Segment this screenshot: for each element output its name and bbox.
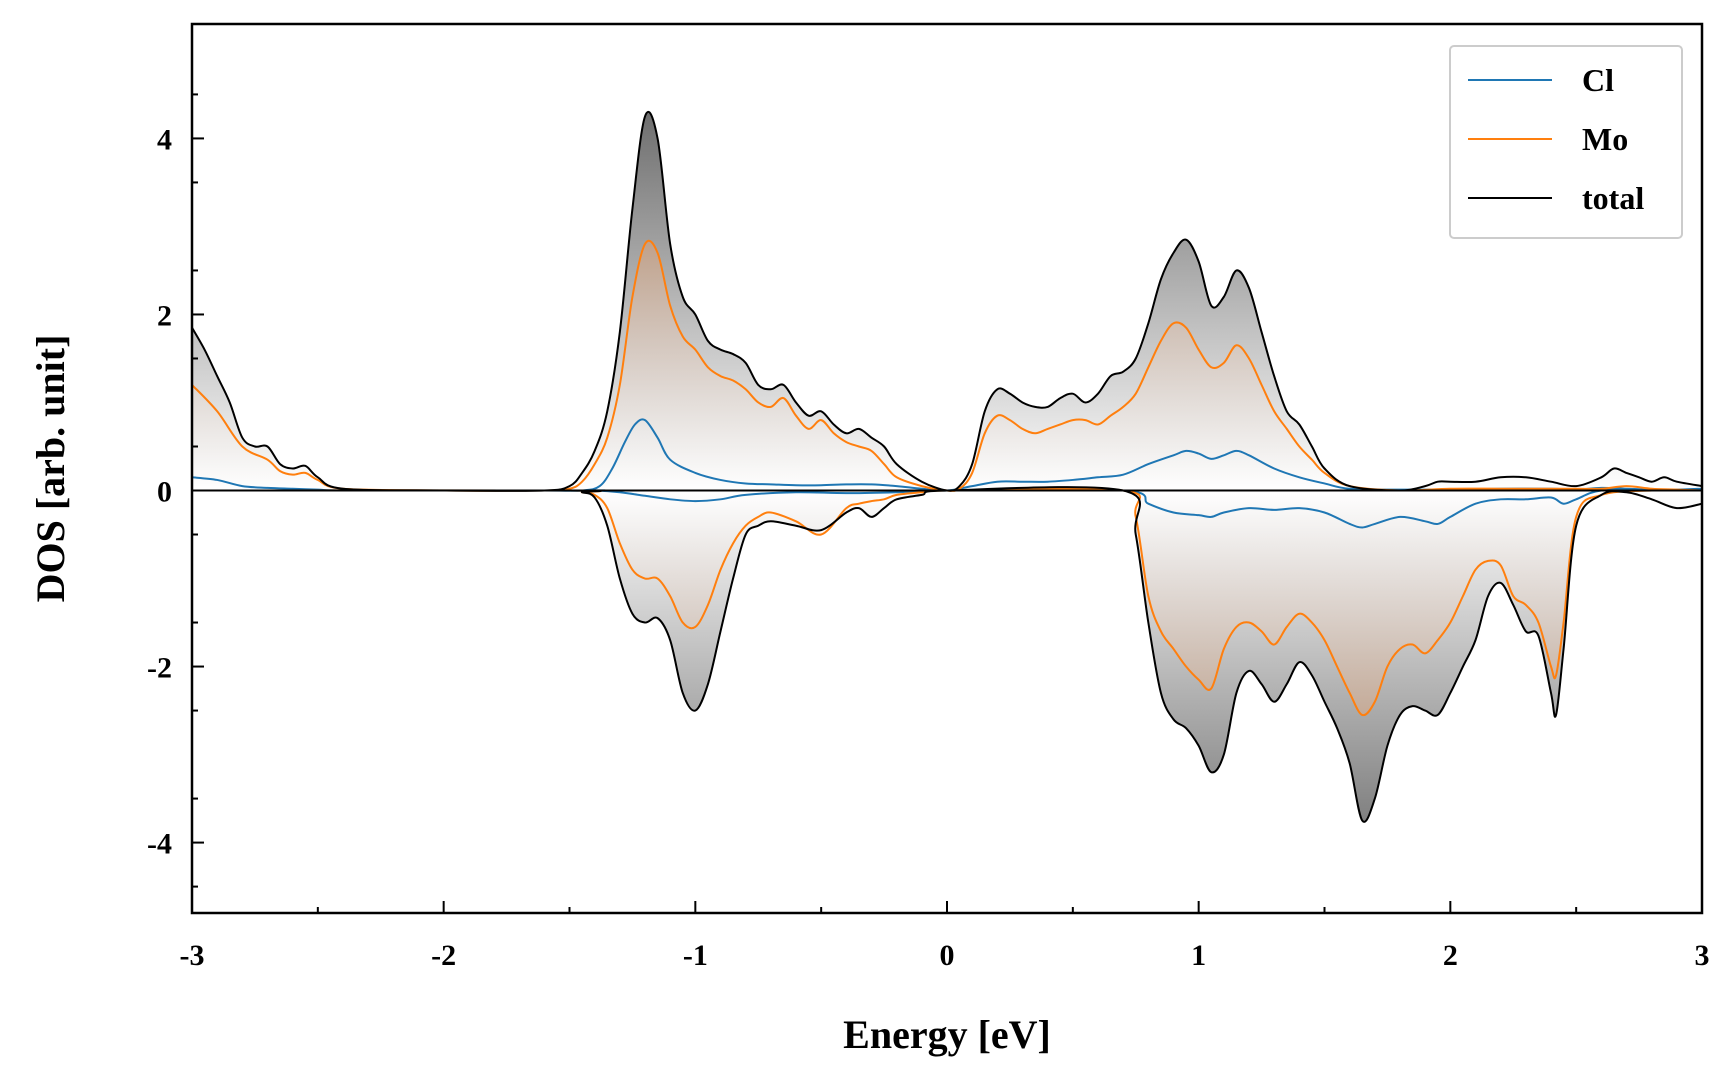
x-tick-label: -2 [431, 939, 456, 972]
legend-item-cl: Cl [1468, 62, 1614, 98]
x-axis: -3 -2 -1 0 1 2 3 [180, 901, 1710, 972]
x-tick-label: 2 [1443, 939, 1458, 972]
cl-up-fill [192, 419, 1702, 491]
legend-label: Mo [1582, 121, 1628, 157]
fill-layer [192, 111, 1702, 822]
legend-box [1449, 45, 1683, 239]
x-tick-label: 1 [1191, 939, 1206, 972]
x-axis-title: Energy [eV] [843, 1012, 1051, 1057]
y-tick-label: 2 [157, 299, 172, 332]
y-axis: -4 -2 0 2 4 [147, 93, 204, 888]
legend-item-total: total [1468, 180, 1644, 216]
y-tick-label: 0 [157, 476, 172, 509]
legend-label: total [1582, 180, 1644, 216]
x-tick-label: -3 [180, 939, 205, 972]
x-tick-label: 0 [940, 939, 955, 972]
x-tick-label: 3 [1695, 939, 1710, 972]
mo-up-line [192, 239, 1702, 492]
total-up-line [192, 110, 1702, 492]
legend: Cl Mo total [1449, 45, 1683, 239]
cl-up-line [192, 418, 1702, 492]
mo-down-line [192, 487, 1702, 717]
mo-up-fill [192, 240, 1702, 491]
legend-label: Cl [1582, 62, 1614, 98]
y-axis-title: DOS [arb. unit] [28, 335, 73, 603]
cl-down-line [192, 488, 1702, 529]
y-tick-label: -4 [147, 828, 172, 861]
mo-down-fill [192, 488, 1702, 716]
x-tick-label: -1 [683, 939, 708, 972]
total-down-line [192, 486, 1702, 823]
y-tick-label: 4 [157, 123, 172, 156]
cl-down-fill [192, 489, 1702, 528]
y-tick-label: -2 [147, 652, 172, 685]
legend-item-mo: Mo [1468, 121, 1628, 157]
